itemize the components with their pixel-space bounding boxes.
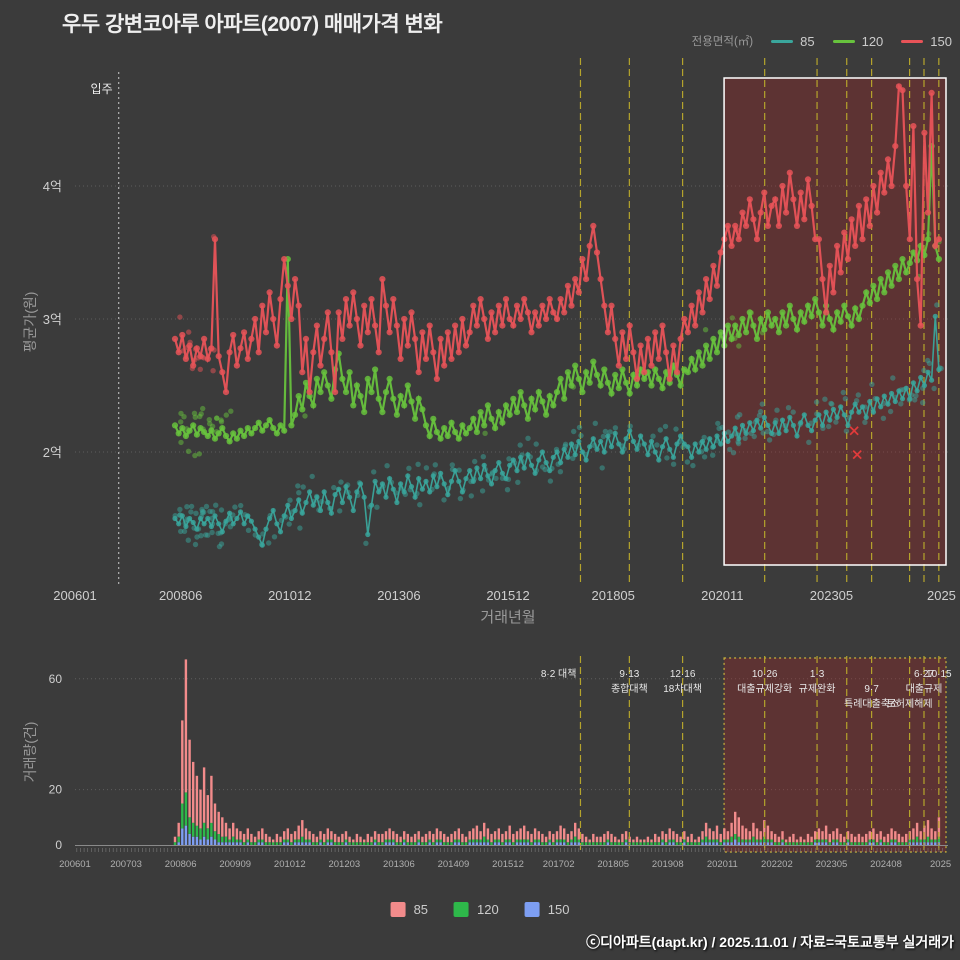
svg-text:200806: 200806 — [159, 588, 202, 603]
svg-text:202011: 202011 — [701, 588, 743, 603]
svg-text:60: 60 — [49, 672, 63, 686]
svg-text:2025: 2025 — [927, 588, 956, 603]
svg-text:201805: 201805 — [592, 588, 635, 603]
policy-annotation: 대출규제강화 — [737, 683, 792, 695]
svg-text:200806: 200806 — [165, 859, 197, 870]
line-swatch-150-icon — [901, 39, 924, 43]
bar-swatch-120-icon — [454, 902, 470, 917]
price-plot: 2억 3억 4억 200601 200806 201012 201306 201512 2018… — [43, 58, 956, 603]
svg-text:200909: 200909 — [219, 859, 251, 870]
policy-annotation: 8·2 대책 — [541, 668, 577, 680]
svg-text:201702: 201702 — [543, 859, 575, 870]
legend-label-85: 85 — [800, 33, 815, 49]
policy-annotation: 1·3 — [810, 669, 825, 680]
svg-text:2억: 2억 — [43, 445, 62, 460]
volume-legend-item-120[interactable]: 120 — [454, 902, 499, 917]
svg-text:202305: 202305 — [816, 859, 848, 870]
cancel-mark-icon — [849, 426, 859, 436]
x-axis-label: 거래년월 — [480, 609, 536, 626]
policy-annotation: 토허제해제 — [887, 697, 933, 710]
svg-text:201512: 201512 — [486, 588, 529, 603]
volume-legend-item-150[interactable]: 150 — [524, 902, 570, 917]
policy-annotation: 9·13 — [619, 669, 639, 680]
series-85 — [172, 302, 944, 550]
svg-text:201012: 201012 — [274, 859, 306, 870]
svg-text:201908: 201908 — [652, 859, 684, 870]
svg-text:202408: 202408 — [870, 859, 902, 870]
price-y-axis-label: 평균가(원) — [22, 291, 38, 353]
policy-annotation: 18차대책 — [663, 683, 702, 695]
policy-annotation: 종합대책 — [611, 683, 648, 695]
legend-label-150: 150 — [930, 33, 952, 49]
policy-annotation: 대출규제 — [906, 683, 943, 695]
svg-text:200703: 200703 — [110, 859, 142, 870]
volume-legend-label-85: 85 — [413, 902, 429, 917]
svg-text:입주: 입주 — [91, 82, 113, 96]
cancel-mark-icon — [852, 450, 862, 460]
svg-text:4억: 4억 — [43, 179, 62, 194]
svg-text:201512: 201512 — [492, 859, 524, 870]
series-150 — [171, 83, 943, 396]
legend-label-120: 120 — [861, 33, 884, 49]
svg-text:200601: 200601 — [59, 859, 91, 870]
svg-text:201203: 201203 — [328, 859, 360, 870]
svg-text:202305: 202305 — [810, 588, 853, 603]
svg-text:3억: 3억 — [43, 312, 62, 327]
volume-plot: 0 20 60 8·2 대책 9·13 종합대책 12·16 18차대책 10·26 대출규제강화… — [49, 656, 952, 870]
policy-annotation: 12·16 — [670, 669, 696, 680]
legend-item-85[interactable]: 85 — [771, 33, 815, 49]
svg-text:200601: 200601 — [53, 588, 96, 603]
volume-legend-item-85[interactable]: 85 — [390, 902, 429, 917]
svg-text:201306: 201306 — [383, 859, 415, 870]
footer-credit: ⓒ디아파트(dapt.kr) / 2025.11.01 / 자료=국토교통부 실… — [586, 934, 954, 950]
policy-annotation: 6·27 — [914, 669, 934, 680]
svg-text:202202: 202202 — [761, 859, 793, 870]
volume-legend: 85 120 150 — [390, 902, 570, 917]
legend-item-120[interactable]: 120 — [832, 33, 884, 49]
volume-legend-label-120: 120 — [477, 902, 499, 917]
svg-text:201306: 201306 — [377, 588, 420, 603]
volume-y-axis-label: 거래량(건) — [22, 721, 38, 783]
svg-text:201409: 201409 — [438, 859, 470, 870]
area-legend: 전용면적(㎡) 85 120 150 — [692, 33, 952, 49]
regulation-period-box — [723, 77, 947, 566]
policy-annotation: 9·7 — [864, 684, 879, 695]
line-swatch-120-icon — [832, 39, 855, 43]
svg-text:202011: 202011 — [707, 859, 738, 870]
bar-swatch-85-icon — [390, 902, 406, 917]
svg-text:0: 0 — [55, 838, 62, 852]
svg-text:201012: 201012 — [268, 588, 311, 603]
svg-text:20: 20 — [49, 783, 63, 797]
svg-text:2025: 2025 — [930, 859, 951, 870]
policy-annotation: 규제완화 — [799, 683, 836, 695]
area-legend-title: 전용면적(㎡) — [691, 36, 754, 48]
page-title: 우두 강변코아루 아파트(2007) 매매가격 변화 — [62, 13, 443, 36]
policy-annotation: 10·26 — [752, 669, 778, 680]
bar-swatch-150-icon — [524, 902, 540, 917]
policy-annotation: 10·15 — [926, 669, 952, 680]
legend-item-150[interactable]: 150 — [901, 34, 952, 49]
policy-annotation: 특례대출축소 — [844, 698, 899, 710]
line-swatch-85-icon — [771, 39, 794, 43]
volume-legend-label-150: 150 — [547, 902, 570, 917]
svg-text:201805: 201805 — [597, 859, 629, 870]
